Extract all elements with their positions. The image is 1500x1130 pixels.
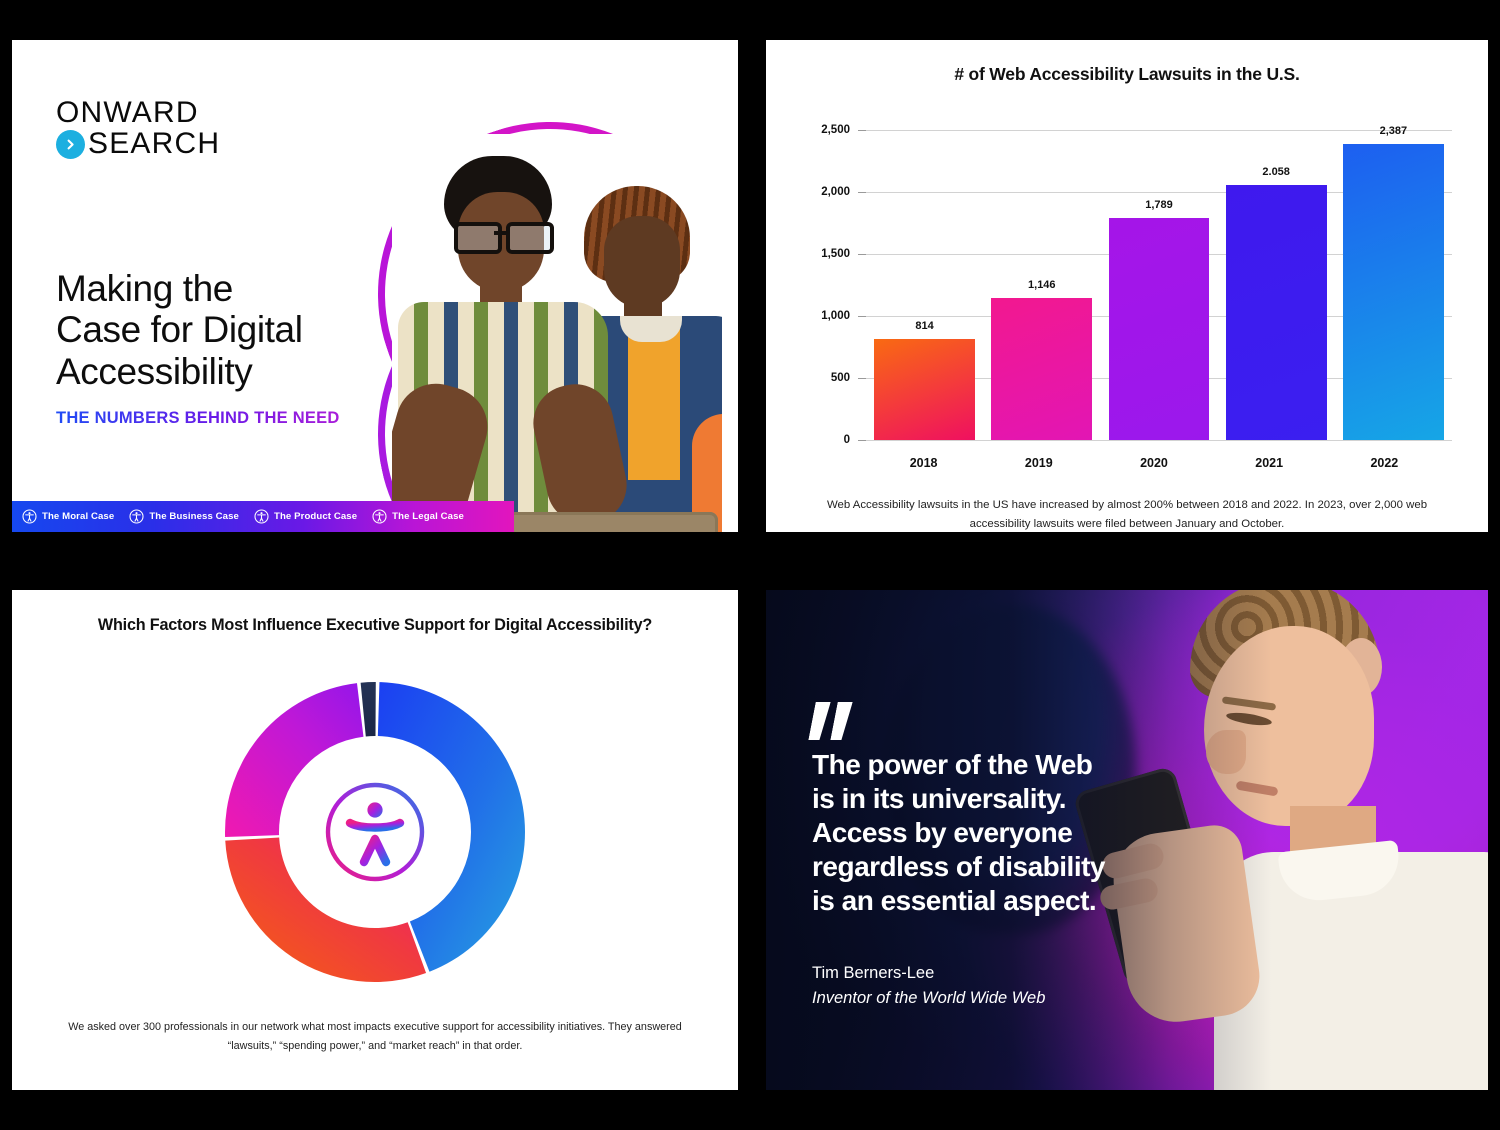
x-axis-tick-label: 2020 bbox=[1140, 456, 1168, 470]
quote-author-role: Inventor of the World Wide Web bbox=[812, 989, 1046, 1008]
donut-chart-caption: We asked over 300 professionals in our n… bbox=[68, 1021, 682, 1052]
axis-tick bbox=[858, 440, 866, 441]
donut-slice-lawsuits[interactable] bbox=[377, 682, 525, 972]
onward-search-logo: ONWARD SEARCH bbox=[56, 98, 220, 159]
bar-column[interactable]: 2.058 bbox=[1225, 130, 1327, 440]
donut-chart-panel: Which Factors Most Influence Executive S… bbox=[12, 590, 738, 1090]
bar-value-label: 2.058 bbox=[1262, 165, 1290, 178]
page-title-line-3: Accessibility bbox=[56, 350, 253, 392]
donut-slice-other[interactable] bbox=[360, 682, 376, 737]
bar-value-label: 814 bbox=[915, 320, 934, 333]
bar-series: 814 1,146 1,789 2.058 2,387 bbox=[866, 125, 1452, 440]
accessibility-icon bbox=[129, 509, 144, 524]
bar[interactable] bbox=[991, 297, 1093, 440]
page-title-line-2: Case for Digital bbox=[56, 309, 303, 351]
donut-chart-title: Which Factors Most Influence Executive S… bbox=[97, 616, 653, 634]
nav-item-legal-case[interactable]: The Legal Case bbox=[372, 509, 464, 524]
title-slide-panel: ONWARD SEARCH Making bbox=[12, 40, 738, 532]
quote-line-4: regardless of disability bbox=[812, 850, 1106, 882]
bar-chart-panel: # of Web Accessibility Lawsuits in the U… bbox=[766, 40, 1488, 532]
axis-tick bbox=[858, 254, 866, 255]
axis-tick bbox=[858, 378, 866, 379]
bar-value-label: 1,789 bbox=[1145, 199, 1173, 212]
bar-column[interactable]: 2,387 bbox=[1342, 125, 1444, 440]
accessibility-icon bbox=[254, 509, 269, 524]
axis-tick bbox=[858, 192, 866, 193]
bar[interactable] bbox=[1342, 144, 1444, 440]
quote-line-3: Access by everyone bbox=[812, 816, 1073, 848]
x-axis-tick-label: 2021 bbox=[1255, 456, 1284, 470]
bar-chart-plot-area: 0 500 1,000 1,500 2,000 2,500 814 1,146 1,789 2.0… bbox=[812, 124, 1452, 446]
bar-column[interactable]: 814 bbox=[874, 130, 975, 440]
accessibility-icon bbox=[325, 782, 425, 882]
y-axis-tick-label: 0 bbox=[843, 434, 850, 446]
bar[interactable] bbox=[874, 339, 975, 440]
donut-chart-graphic bbox=[195, 652, 555, 1012]
title-text-block: Making the Case for Digital Accessibilit… bbox=[56, 268, 386, 428]
quote-line-2: is in its universality. bbox=[812, 782, 1067, 814]
nav-item-label: The Moral Case bbox=[42, 511, 115, 522]
title-photo-group bbox=[333, 77, 738, 532]
accessibility-icon bbox=[372, 509, 387, 524]
nav-item-label: The Legal Case bbox=[392, 511, 464, 522]
quote-content: The power of the Web is in its universal… bbox=[812, 702, 1212, 1011]
chart-title: # of Web Accessibility Lawsuits in the U… bbox=[954, 64, 1300, 84]
quote-line-1: The power of the Web bbox=[812, 749, 1093, 780]
students-laptop-photo bbox=[392, 134, 722, 532]
donut-slice-market-reach[interactable] bbox=[225, 683, 364, 837]
bar-column[interactable]: 1,789 bbox=[1108, 130, 1210, 440]
x-axis-tick-label: 2018 bbox=[909, 456, 938, 470]
bar-chart-caption: Web Accessibility lawsuits in the US hav… bbox=[826, 499, 1428, 530]
x-axis-tick-label: 2019 bbox=[1024, 456, 1053, 470]
axis-tick bbox=[858, 316, 866, 317]
y-axis-tick-label: 500 bbox=[830, 372, 850, 384]
bar[interactable] bbox=[1225, 184, 1327, 440]
page-title-line-1: Making the bbox=[56, 268, 233, 309]
bar-value-label: 2,387 bbox=[1379, 125, 1408, 138]
quote-text: The power of the Web is in its universal… bbox=[812, 748, 1212, 917]
grid-line bbox=[866, 440, 1452, 441]
axis-tick bbox=[858, 130, 866, 131]
logo-word-onward: ONWARD bbox=[56, 96, 199, 129]
grid-line bbox=[866, 130, 1452, 131]
quote-scrim bbox=[766, 590, 1488, 1090]
bar[interactable] bbox=[1108, 218, 1210, 440]
y-axis-tick-label: 1,000 bbox=[821, 310, 850, 322]
donut-center-badge bbox=[307, 764, 443, 900]
donut-slice-spending-power[interactable] bbox=[225, 837, 427, 982]
logo-word-search: SEARCH bbox=[88, 127, 221, 160]
grid-line bbox=[866, 192, 1452, 193]
quote-author: Tim Berners-Lee bbox=[812, 964, 935, 983]
chevron-right-icon bbox=[56, 129, 85, 159]
page-subtitle: THE NUMBERS BEHIND THE NEED bbox=[56, 409, 386, 428]
page-title: Making the Case for Digital Accessibilit… bbox=[56, 268, 386, 392]
nav-item-label: The Business Case bbox=[149, 511, 239, 522]
bar-chart-x-axis: 2018 2019 2020 2021 2022 bbox=[866, 456, 1442, 470]
y-axis-tick-label: 2,500 bbox=[821, 124, 850, 136]
case-nav-bar: The Moral Case The Business Case The Pro… bbox=[12, 501, 514, 532]
quote-slide-panel: The power of the Web is in its universal… bbox=[766, 590, 1488, 1090]
bar-value-label: 1,146 bbox=[1028, 278, 1056, 291]
nav-item-moral-case[interactable]: The Moral Case bbox=[22, 509, 114, 524]
nav-item-product-case[interactable]: The Product Case bbox=[254, 509, 357, 524]
quote-mark-icon bbox=[812, 702, 1212, 740]
nav-item-business-case[interactable]: The Business Case bbox=[129, 509, 239, 524]
accessibility-icon bbox=[22, 509, 37, 524]
y-axis-tick-label: 1,500 bbox=[821, 248, 850, 260]
x-axis-tick-label: 2022 bbox=[1370, 456, 1399, 470]
y-axis-tick-label: 2,000 bbox=[821, 186, 850, 198]
nav-item-label: The Product Case bbox=[274, 511, 358, 522]
bar-column[interactable]: 1,146 bbox=[991, 130, 1093, 440]
quote-line-5: is an essential aspect. bbox=[812, 884, 1097, 916]
donut-svg bbox=[225, 682, 525, 982]
